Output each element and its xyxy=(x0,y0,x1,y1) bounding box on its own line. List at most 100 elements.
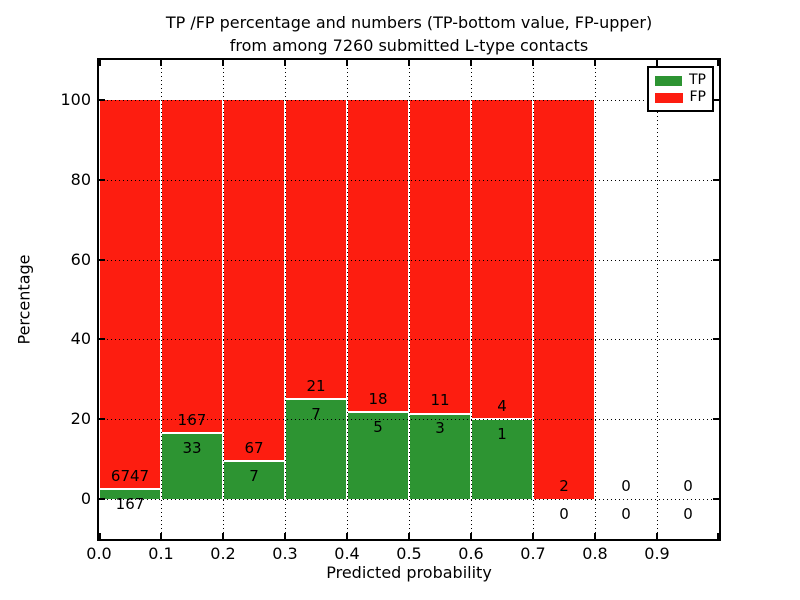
x-tick-mark-bottom xyxy=(470,533,472,539)
x-tick-mark-top xyxy=(284,60,286,66)
legend: TP FP xyxy=(647,66,714,112)
x-tick-label: 0.0 xyxy=(86,544,112,563)
tp-count-label: 0 xyxy=(683,504,693,523)
x-tick-mark-top xyxy=(532,60,534,66)
gridline-vertical xyxy=(657,60,658,539)
fp-bar-segment xyxy=(100,99,160,489)
y-tick-label: 100 xyxy=(60,89,91,109)
tp-count-label: 5 xyxy=(373,417,383,436)
legend-entry-fp: FP xyxy=(655,90,706,105)
tp-count-label: 1 xyxy=(497,424,507,443)
tp-count-label: 0 xyxy=(559,504,569,523)
fp-bar-segment xyxy=(348,99,408,412)
tp-bar-segment xyxy=(162,434,222,500)
x-tick-mark-bottom xyxy=(532,533,534,539)
legend-label-fp: FP xyxy=(689,89,707,105)
x-tick-mark-bottom xyxy=(408,533,410,539)
y-tick-mark-right xyxy=(713,418,719,421)
x-tick-label: 0.3 xyxy=(272,544,298,563)
x-axis-label: Predicted probability xyxy=(326,563,492,582)
tp-bar-segment xyxy=(100,490,160,500)
plot-area: Percentage Predicted probability 6747 167… xyxy=(15,58,721,582)
x-tick-label: 0.4 xyxy=(334,544,360,563)
y-tick-mark-right xyxy=(713,258,719,261)
fp-count-label: 11 xyxy=(430,391,450,410)
x-tick-mark-bottom xyxy=(717,533,719,539)
chart-title: TP /FP percentage and numbers (TP-bottom… xyxy=(97,11,721,57)
fp-count-label: 6747 xyxy=(110,466,150,485)
fp-bar-segment xyxy=(286,99,346,399)
x-tick-label: 0.2 xyxy=(210,544,236,563)
fp-count-label: 2 xyxy=(559,476,569,495)
x-tick-label: 0.5 xyxy=(396,544,422,563)
y-tick-label: 60 xyxy=(70,249,91,269)
x-tick-mark-top xyxy=(408,60,410,66)
tp-color-swatch-icon xyxy=(655,75,682,86)
gridline-vertical xyxy=(471,60,472,539)
x-tick-mark-top xyxy=(594,60,596,66)
gridline-vertical xyxy=(595,60,596,539)
y-tick-mark-left xyxy=(99,258,105,261)
y-tick-label: 40 xyxy=(70,329,91,349)
x-tick-mark-bottom xyxy=(284,533,286,539)
x-tick-label: 0.8 xyxy=(582,544,608,563)
tp-bar-segment xyxy=(410,414,470,500)
fp-count-label: 4 xyxy=(497,396,507,415)
x-tick-mark-bottom xyxy=(99,533,101,539)
tp-count-label: 167 xyxy=(115,494,145,513)
chart-title-line2: from among 7260 submitted L-type contact… xyxy=(229,36,589,55)
fp-count-label: 18 xyxy=(368,389,388,408)
fp-bar-segment xyxy=(534,99,594,500)
gridline-vertical xyxy=(533,60,534,539)
x-tick-label: 0.6 xyxy=(458,544,484,563)
fp-bar-segment xyxy=(162,99,222,433)
y-tick-label: 80 xyxy=(70,169,91,189)
fp-count-label: 0 xyxy=(621,476,631,495)
x-tick-mark-top xyxy=(346,60,348,66)
tp-bar-segment xyxy=(286,400,346,500)
y-tick-label: 20 xyxy=(70,409,91,429)
gridline-vertical xyxy=(409,60,410,539)
y-tick-mark-right xyxy=(713,498,719,501)
y-tick-mark-left xyxy=(99,178,105,181)
fp-count-label: 167 xyxy=(177,410,207,429)
x-tick-mark-bottom xyxy=(594,533,596,539)
legend-label-tp: TP xyxy=(689,72,706,88)
x-tick-mark-bottom xyxy=(222,533,224,539)
fp-count-label: 0 xyxy=(683,476,693,495)
y-tick-mark-left xyxy=(99,498,105,501)
x-tick-mark-top xyxy=(160,60,162,66)
tp-count-label: 3 xyxy=(435,419,445,438)
fp-count-label: 67 xyxy=(244,438,264,457)
x-tick-mark-bottom xyxy=(160,533,162,539)
x-tick-mark-top xyxy=(222,60,224,66)
y-tick-mark-right xyxy=(713,338,719,341)
x-tick-label: 0.7 xyxy=(520,544,546,563)
tp-bar-segment xyxy=(224,462,284,500)
y-tick-label: 0 xyxy=(80,489,91,509)
x-tick-mark-bottom xyxy=(346,533,348,539)
y-tick-mark-left xyxy=(99,418,105,421)
gridline-vertical xyxy=(223,60,224,539)
y-tick-mark-left xyxy=(99,338,105,341)
gridline-vertical xyxy=(285,60,286,539)
tp-count-label: 33 xyxy=(182,438,202,457)
y-tick-mark-left xyxy=(99,98,105,101)
tp-count-label: 7 xyxy=(249,466,259,485)
x-tick-mark-top xyxy=(470,60,472,66)
fp-count-label: 21 xyxy=(306,376,326,395)
tp-bar-segment xyxy=(348,413,408,500)
y-tick-mark-right xyxy=(713,98,719,101)
fp-color-swatch-icon xyxy=(655,92,683,103)
y-tick-mark-right xyxy=(713,178,719,181)
x-tick-mark-top xyxy=(656,60,658,66)
x-tick-label: 0.9 xyxy=(644,544,670,563)
tp-count-label: 7 xyxy=(311,404,321,423)
x-tick-label: 0.1 xyxy=(148,544,174,563)
gridline-vertical xyxy=(161,60,162,539)
fp-bar-segment xyxy=(410,99,470,413)
legend-entry-tp: TP xyxy=(655,73,706,88)
tp-bar-segment xyxy=(472,420,532,500)
gridline-vertical xyxy=(347,60,348,539)
